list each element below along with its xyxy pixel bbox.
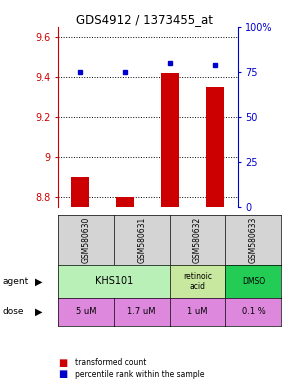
Bar bbox=[116, 197, 134, 207]
Text: KHS101: KHS101 bbox=[95, 276, 133, 286]
Text: dose: dose bbox=[3, 308, 24, 316]
Text: percentile rank within the sample: percentile rank within the sample bbox=[75, 370, 205, 379]
Text: agent: agent bbox=[3, 277, 29, 286]
Text: ■: ■ bbox=[58, 369, 67, 379]
Text: ■: ■ bbox=[58, 358, 67, 368]
Text: GDS4912 / 1373455_at: GDS4912 / 1373455_at bbox=[77, 13, 213, 26]
Text: 1.7 uM: 1.7 uM bbox=[128, 308, 156, 316]
Text: retinoic
acid: retinoic acid bbox=[183, 271, 212, 291]
Text: GSM580632: GSM580632 bbox=[193, 217, 202, 263]
Text: 0.1 %: 0.1 % bbox=[242, 308, 265, 316]
Bar bbox=[206, 87, 224, 207]
Text: 1 uM: 1 uM bbox=[187, 308, 208, 316]
Text: DMSO: DMSO bbox=[242, 277, 265, 286]
Text: GSM580633: GSM580633 bbox=[249, 217, 258, 263]
Text: transformed count: transformed count bbox=[75, 358, 147, 367]
Text: GSM580631: GSM580631 bbox=[137, 217, 146, 263]
Text: ▶: ▶ bbox=[35, 276, 43, 286]
Text: GSM580630: GSM580630 bbox=[81, 217, 90, 263]
Bar bbox=[161, 73, 179, 207]
Text: 5 uM: 5 uM bbox=[76, 308, 96, 316]
Bar bbox=[71, 177, 89, 207]
Text: ▶: ▶ bbox=[35, 307, 43, 317]
